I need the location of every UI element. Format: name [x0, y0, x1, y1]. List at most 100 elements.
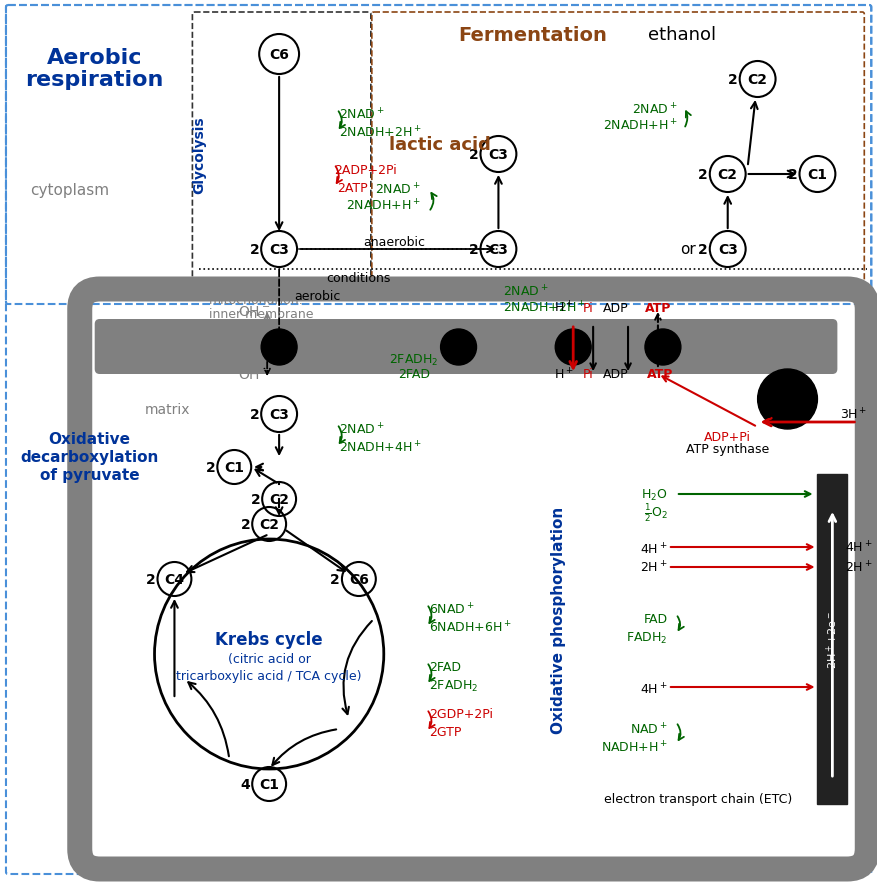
Text: H$^+$: H$^+$ [554, 367, 574, 382]
Text: C3: C3 [269, 408, 289, 422]
Text: C3: C3 [488, 243, 509, 257]
Text: 2NADH+H$^+$: 2NADH+H$^+$ [346, 198, 421, 214]
Circle shape [261, 330, 297, 366]
Text: 2NADH+H$^+$: 2NADH+H$^+$ [603, 118, 678, 134]
Text: 2: 2 [146, 572, 156, 587]
FancyBboxPatch shape [95, 320, 838, 375]
Text: C4: C4 [165, 572, 185, 587]
Text: C3: C3 [718, 243, 737, 257]
Text: OH$^-$: OH$^-$ [238, 305, 270, 319]
Text: 2FAD: 2FAD [429, 661, 460, 673]
Text: 2: 2 [728, 73, 737, 87]
Text: C6: C6 [349, 572, 369, 587]
Text: ADP+Pi: ADP+Pi [704, 431, 752, 444]
Text: 2FAD: 2FAD [398, 368, 429, 381]
Text: 6NADH+6H$^+$: 6NADH+6H$^+$ [429, 619, 511, 635]
Text: 2FADH$_2$: 2FADH$_2$ [389, 352, 438, 367]
Text: cytoplasm: cytoplasm [30, 183, 109, 198]
Text: C2: C2 [748, 73, 767, 87]
Circle shape [555, 330, 591, 366]
Text: ethanol: ethanol [648, 26, 716, 44]
Text: ADP: ADP [604, 301, 629, 315]
Text: 2: 2 [698, 167, 708, 182]
Text: tricarboxylic acid / TCA cycle): tricarboxylic acid / TCA cycle) [176, 670, 362, 683]
Text: NADH+H$^+$: NADH+H$^+$ [601, 740, 668, 755]
Text: lactic acid: lactic acid [389, 136, 491, 154]
Text: C6: C6 [269, 48, 289, 62]
Text: 3H$^+$: 3H$^+$ [840, 407, 867, 422]
Text: 2: 2 [698, 243, 708, 257]
Text: OH$^-$: OH$^-$ [238, 368, 270, 382]
Text: decarboxylation: decarboxylation [20, 450, 159, 465]
Text: conditions: conditions [326, 271, 391, 284]
Text: FAD: FAD [644, 613, 668, 626]
Text: ADP: ADP [604, 368, 629, 381]
Text: C3: C3 [269, 243, 289, 257]
Text: FADH$_2$: FADH$_2$ [627, 630, 668, 645]
Text: 2ATP: 2ATP [337, 182, 368, 194]
Text: H$_2$O: H$_2$O [642, 487, 668, 502]
Text: 2: 2 [788, 167, 797, 182]
Text: 2GDP+2Pi: 2GDP+2Pi [429, 708, 493, 720]
Text: inner membrane: inner membrane [209, 308, 314, 321]
Text: 2NAD$^+$: 2NAD$^+$ [632, 102, 678, 118]
Text: anaerobic: anaerobic [363, 237, 425, 249]
Text: Oxidative phosphorylation: Oxidative phosphorylation [551, 506, 566, 733]
Text: 2: 2 [240, 517, 250, 532]
Text: 2NADH+2H$^+$: 2NADH+2H$^+$ [339, 125, 422, 141]
Text: Glycolysis: Glycolysis [193, 116, 207, 194]
Text: 6NAD$^+$: 6NAD$^+$ [429, 602, 474, 617]
Text: 2: 2 [469, 243, 479, 257]
Text: of pyruvate: of pyruvate [40, 468, 140, 483]
Text: 2ADP+2Pi: 2ADP+2Pi [334, 163, 397, 176]
FancyBboxPatch shape [113, 373, 835, 837]
Text: C1: C1 [259, 777, 279, 791]
Text: Fermentation: Fermentation [458, 26, 607, 44]
Text: ATP: ATP [647, 368, 673, 381]
Text: 2NAD$^+$: 2NAD$^+$ [339, 422, 385, 437]
Text: 2: 2 [330, 572, 340, 587]
Text: ATP: ATP [645, 301, 671, 315]
Text: mitochondrion:: mitochondrion: [209, 293, 304, 307]
Circle shape [645, 330, 681, 366]
Text: 3H$^+$: 3H$^+$ [764, 407, 791, 422]
Text: 2NAD$^+$: 2NAD$^+$ [375, 183, 421, 198]
Text: Oxidative: Oxidative [48, 432, 131, 447]
Text: C2: C2 [718, 167, 737, 182]
Text: Pi: Pi [583, 301, 593, 315]
Text: H$^+$: H$^+$ [554, 300, 574, 315]
Text: C1: C1 [224, 461, 245, 475]
Text: (citric acid or: (citric acid or [228, 653, 311, 665]
Text: 2: 2 [469, 148, 479, 162]
Text: 2: 2 [249, 243, 260, 257]
Text: 2H$^+$: 2H$^+$ [641, 560, 668, 575]
Text: NAD$^+$: NAD$^+$ [630, 721, 668, 737]
Text: aerobic: aerobic [294, 289, 341, 302]
Text: 4H$^+$: 4H$^+$ [641, 681, 668, 697]
Text: 2H$^+$: 2H$^+$ [846, 560, 873, 575]
Text: Pi: Pi [583, 368, 593, 381]
Text: 2NADH+4H$^+$: 2NADH+4H$^+$ [339, 439, 422, 455]
Text: electron transport chain (ETC): electron transport chain (ETC) [604, 793, 792, 805]
Text: 2NAD$^+$: 2NAD$^+$ [339, 107, 385, 122]
Text: 4H$^+$: 4H$^+$ [846, 540, 873, 555]
Text: matrix: matrix [144, 402, 190, 416]
Text: 4: 4 [240, 777, 250, 791]
Circle shape [758, 369, 818, 430]
Text: 2H$^+$+2e$^-$: 2H$^+$+2e$^-$ [825, 610, 840, 668]
Text: $\frac{1}{2}$O$_2$: $\frac{1}{2}$O$_2$ [644, 501, 668, 524]
Circle shape [441, 330, 476, 366]
Text: 2: 2 [249, 408, 260, 422]
Text: C2: C2 [259, 517, 279, 532]
Text: 2: 2 [206, 461, 216, 475]
Text: Aerobic: Aerobic [47, 48, 143, 68]
Text: 2GTP: 2GTP [429, 726, 461, 739]
Text: C1: C1 [808, 167, 827, 182]
Text: 2FADH$_2$: 2FADH$_2$ [429, 678, 478, 693]
Text: or: or [680, 242, 696, 257]
Text: 2: 2 [251, 493, 260, 507]
Text: ATP synthase: ATP synthase [686, 443, 769, 456]
Text: Krebs cycle: Krebs cycle [216, 630, 323, 649]
Bar [818, 475, 847, 804]
Text: 4H$^+$: 4H$^+$ [641, 541, 668, 557]
